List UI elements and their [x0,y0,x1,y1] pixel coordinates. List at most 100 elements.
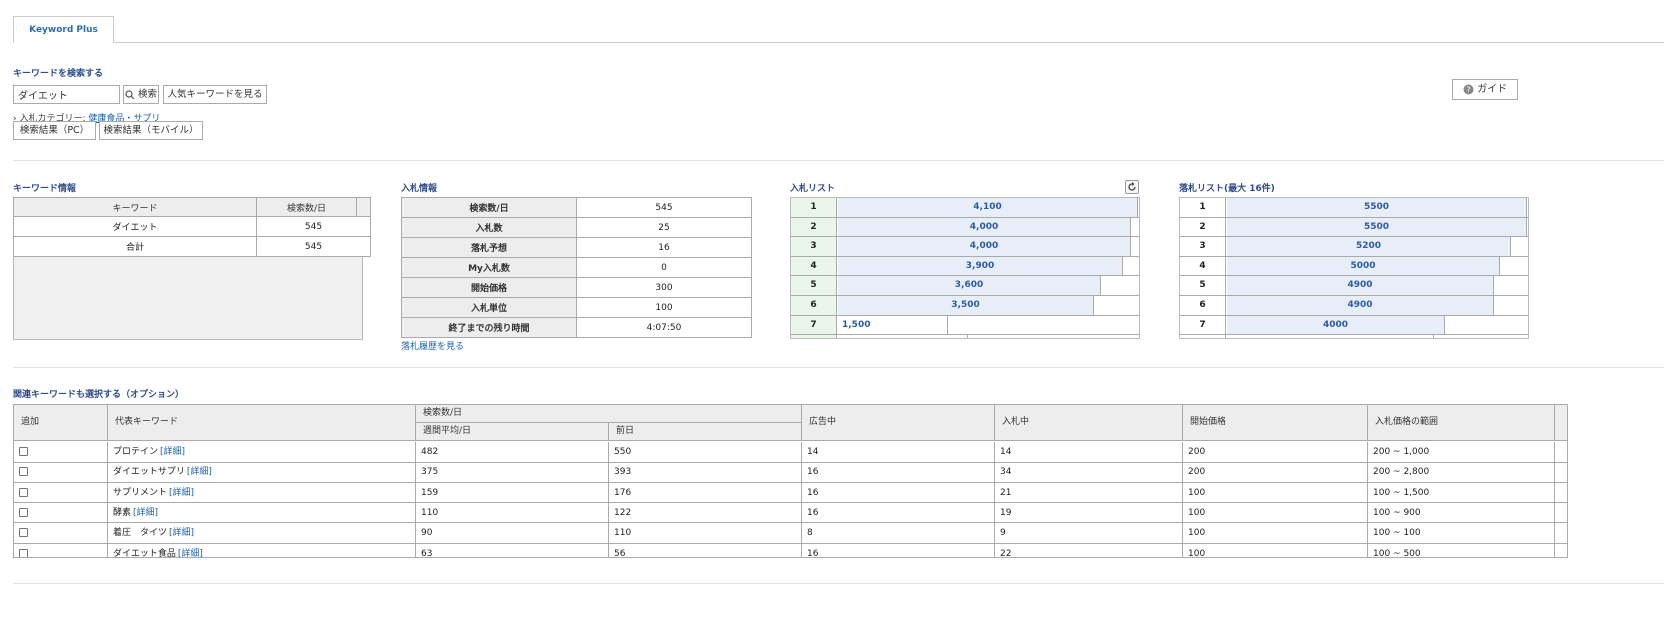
table-row: プロテイン [詳細] 482 550 14 14 200 200 ~ 1,000 [14,442,1567,463]
tab-keyword-plus[interactable]: Keyword Plus [13,16,114,43]
bid-list-rank: 4 [791,256,837,276]
bid-info-label: 終了までの残り時間 [401,317,577,338]
rel-cell-ads: 16 [802,502,995,523]
bid-category: › 入札カテゴリー: 健康食品・サプリ [13,111,160,124]
rel-cell-bidding: 34 [995,462,1183,482]
search-results-mobile-button[interactable]: 検索結果（モバイル） [99,121,203,140]
rel-cell-spacer [1555,483,1567,503]
won-list-row-partial [1180,335,1528,338]
related-keywords-title: 関連キーワードも選択する（オプション） [13,390,185,400]
guide-button[interactable]: ? ガイド [1452,79,1518,100]
svg-text:?: ? [1466,85,1470,94]
rel-header-weekly: 週間平均/日 [416,423,609,441]
rel-header-search-count: 検索数/日 [416,405,802,423]
keyword-detail-link[interactable]: [詳細] [133,507,159,518]
rel-cell-spacer [1555,462,1567,482]
rel-cell-range: 100 ~ 900 [1368,502,1555,523]
won-list-bar [1227,335,1434,338]
rel-cell-keyword: ダイエットサプリ [詳細] [108,462,416,482]
bid-list-row: 2 4,000 [791,217,1139,238]
bid-list-bar: 3,600 [838,276,1101,295]
rel-cell-ads: 14 [802,442,995,462]
bid-info-label: 落札予想 [401,237,577,258]
won-list-bar: 5500 [1227,217,1527,237]
kw-header-spacer [356,197,371,217]
won-list-row: 6 4900 [1180,296,1528,316]
bid-list-bar: 4,000 [838,237,1131,256]
won-list-row: 4 5000 [1180,256,1528,277]
help-icon: ? [1463,84,1474,94]
bid-history-link[interactable]: 落札履歴を見る [401,342,465,352]
add-keyword-checkbox[interactable] [19,447,28,456]
rel-header-bidding: 入札中 [995,405,1183,441]
search-results-pc-button[interactable]: 検索結果（PC） [13,121,96,140]
kw-cell-count: 545 [256,236,371,257]
rel-cell-ads: 8 [802,523,995,543]
search-button[interactable]: 検索 [123,85,159,104]
table-row: ダイエット食品 [詳細] 63 56 16 22 100 100 ~ 500 [14,543,1567,558]
popular-keywords-button[interactable]: 人気キーワードを見る [163,85,267,104]
won-list-rank: 6 [1180,296,1226,315]
bid-category-prefix: 入札カテゴリー: [19,114,86,124]
rel-header-scroll-spacer [1555,405,1567,441]
rel-cell-add [14,523,108,543]
bid-list-bar [838,335,968,338]
bid-info-label: 入札単位 [401,297,577,318]
won-list-bar: 4900 [1227,276,1494,295]
keyword-detail-link[interactable]: [詳細] [186,467,212,478]
rel-cell-spacer [1555,442,1567,462]
bid-info-value: 16 [576,237,752,258]
won-list-panel: 1 5500 2 5500 3 5200 4 5000 5 4900 6 4900 7 4000 [1179,197,1529,339]
table-row: ダイエットサプリ [詳細] 375 393 16 34 200 200 ~ 2,800 [14,462,1567,483]
rel-cell-spacer [1555,503,1567,523]
rel-header-start-price: 開始価格 [1183,405,1368,441]
rel-cell-prev: 56 [609,543,802,557]
bid-list-title: 入札リスト [790,184,836,194]
keyword-search-input[interactable] [13,85,120,104]
bid-list-rank: 6 [791,296,837,315]
keyword-detail-link[interactable]: [詳細] [169,487,195,498]
rel-cell-keyword: ダイエット食品 [詳細] [108,543,416,558]
keyword-detail-link[interactable]: [詳細] [160,447,186,457]
add-keyword-checkbox[interactable] [19,507,28,517]
add-keyword-checkbox[interactable] [19,487,28,497]
rel-cell-ads: 16 [802,462,995,482]
refresh-button[interactable] [1125,180,1139,194]
rel-cell-range: 100 ~ 500 [1368,543,1555,557]
bid-list-bar: 3,900 [838,256,1123,276]
bid-list-rank: 5 [791,276,837,295]
bid-list-row-partial [791,335,1139,338]
table-row: 入札単位 100 [401,297,752,318]
bid-info-value: 300 [576,277,752,298]
add-keyword-checkbox[interactable] [19,528,28,538]
keyword-detail-link[interactable]: [詳細] [169,528,195,539]
bid-category-link[interactable]: 健康食品・サプリ [88,114,161,124]
rel-cell-bidding: 21 [995,482,1183,503]
bid-list-bar: 3,500 [838,296,1094,315]
rel-cell-keyword: プロテイン [詳細] [108,442,416,462]
bid-list-row: 6 3,500 [791,296,1139,316]
bid-list-rank: 7 [791,315,837,335]
won-list-bar: 5200 [1227,237,1511,256]
rel-cell-spacer [1555,523,1567,543]
related-keywords-table: 追加 代表キーワード 検索数/日 週間平均/日 前日 広告中 入札中 開始価格 … [13,404,1568,558]
divider [13,367,1664,368]
table-row: 検索数/日 545 [401,197,752,218]
add-keyword-checkbox[interactable] [19,467,28,477]
table-row: 入札数 25 [401,217,752,238]
keyword-detail-link[interactable]: [詳細] [177,548,203,558]
bid-list-bar: 4,000 [838,217,1131,237]
search-section-title: キーワードを検索する [13,69,104,79]
rel-cell-start: 100 [1183,523,1368,543]
bid-info-value: 4:07:50 [576,317,752,338]
rel-cell-bidding: 9 [995,523,1183,543]
keyword-info-title: キーワード情報 [13,184,77,194]
table-row: 酵素 [詳細] 110 122 16 19 100 100 ~ 900 [14,502,1567,524]
won-list-bar: 5000 [1227,256,1500,276]
won-list-rank: 2 [1180,217,1226,237]
rel-cell-bidding: 22 [995,543,1183,557]
kw-cell-keyword: ダイエット [13,216,257,237]
add-keyword-checkbox[interactable] [19,548,28,557]
bid-list-row: 1 4,100 [791,198,1139,218]
won-list-row: 7 4000 [1180,315,1528,336]
